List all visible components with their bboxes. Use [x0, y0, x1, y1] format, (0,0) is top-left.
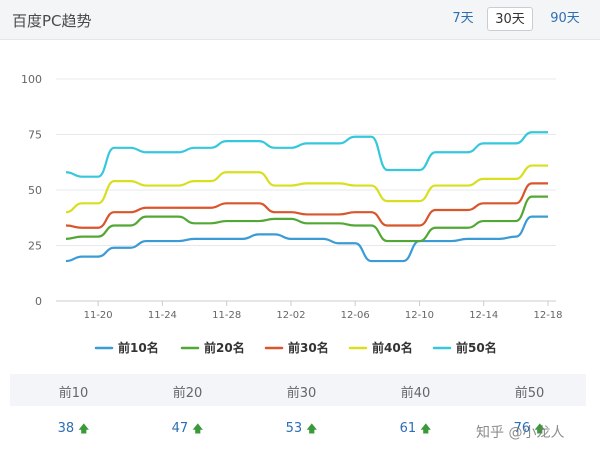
legend-label: 前10名: [118, 340, 159, 355]
y-tick-label: 25: [28, 240, 42, 253]
legend-label: 前50名: [456, 340, 497, 355]
up-arrow-icon: 🡅: [420, 422, 432, 435]
stats-table: 前10 38 🡅 前20 47 🡅 前30 53 🡅 前40 61 🡅 前50 76 🡅: [10, 374, 586, 452]
up-arrow-icon: 🡅: [192, 422, 204, 435]
stat-label: 前50: [514, 386, 545, 401]
legend-label: 前20名: [204, 340, 245, 355]
stat-value-row: 61 🡅: [358, 420, 473, 439]
x-tick-label: 12-14: [469, 310, 498, 321]
panel-title: 百度PC趋势: [12, 12, 92, 30]
series-line: [65, 131, 548, 178]
stat-label: 前40: [400, 386, 431, 401]
y-tick-label: 100: [21, 73, 42, 86]
stat-label: 前30: [286, 386, 317, 401]
stat-value-row: 76 🡅: [472, 420, 587, 439]
range-7-days-button[interactable]: 7天: [452, 11, 474, 26]
stat-value: 53: [285, 421, 303, 436]
stat-value: 61: [399, 421, 417, 436]
legend-label: 前40名: [372, 340, 413, 355]
up-arrow-icon: 🡅: [306, 422, 318, 435]
up-arrow-icon: 🡅: [78, 422, 90, 435]
series-line: [65, 215, 548, 263]
y-tick-label: 50: [28, 184, 42, 197]
x-tick-label: 11-28: [212, 310, 241, 321]
x-tick-label: 12-02: [276, 310, 305, 321]
stats-header-row: [10, 374, 586, 406]
x-tick-label: 12-06: [341, 310, 370, 321]
up-arrow-icon: 🡅: [534, 422, 546, 435]
stat-value-row: 53 🡅: [244, 420, 359, 439]
stat-value-row: 47 🡅: [130, 420, 245, 439]
stat-value: 38: [57, 421, 75, 436]
series-line: [65, 182, 548, 229]
panel-header: 百度PC趋势 7天 30天 90天: [0, 0, 600, 40]
x-tick-label: 12-18: [533, 310, 562, 321]
series-line: [65, 195, 548, 243]
series-line: [65, 164, 548, 214]
stat-label: 前20: [172, 386, 203, 401]
range-30-days-button[interactable]: 30天: [487, 7, 533, 31]
legend-label: 前30名: [288, 340, 329, 355]
trend-chart: 0 25 50 75 100 11-20 11-24 11-28 12-02 12-06 12-10…: [21, 73, 563, 355]
stat-value: 47: [171, 421, 189, 436]
x-tick-label: 11-24: [148, 310, 177, 321]
y-tick-label: 75: [28, 129, 42, 142]
stat-label: 前10: [58, 386, 89, 401]
y-tick-label: 0: [35, 295, 42, 308]
stat-value: 76: [513, 421, 531, 436]
watermark: 知乎 @小龙人: [476, 425, 565, 441]
range-90-days-button[interactable]: 90天: [550, 11, 580, 26]
stat-value-row: 38 🡅: [16, 420, 131, 439]
x-tick-label: 11-20: [84, 310, 113, 321]
x-tick-label: 12-10: [405, 310, 434, 321]
